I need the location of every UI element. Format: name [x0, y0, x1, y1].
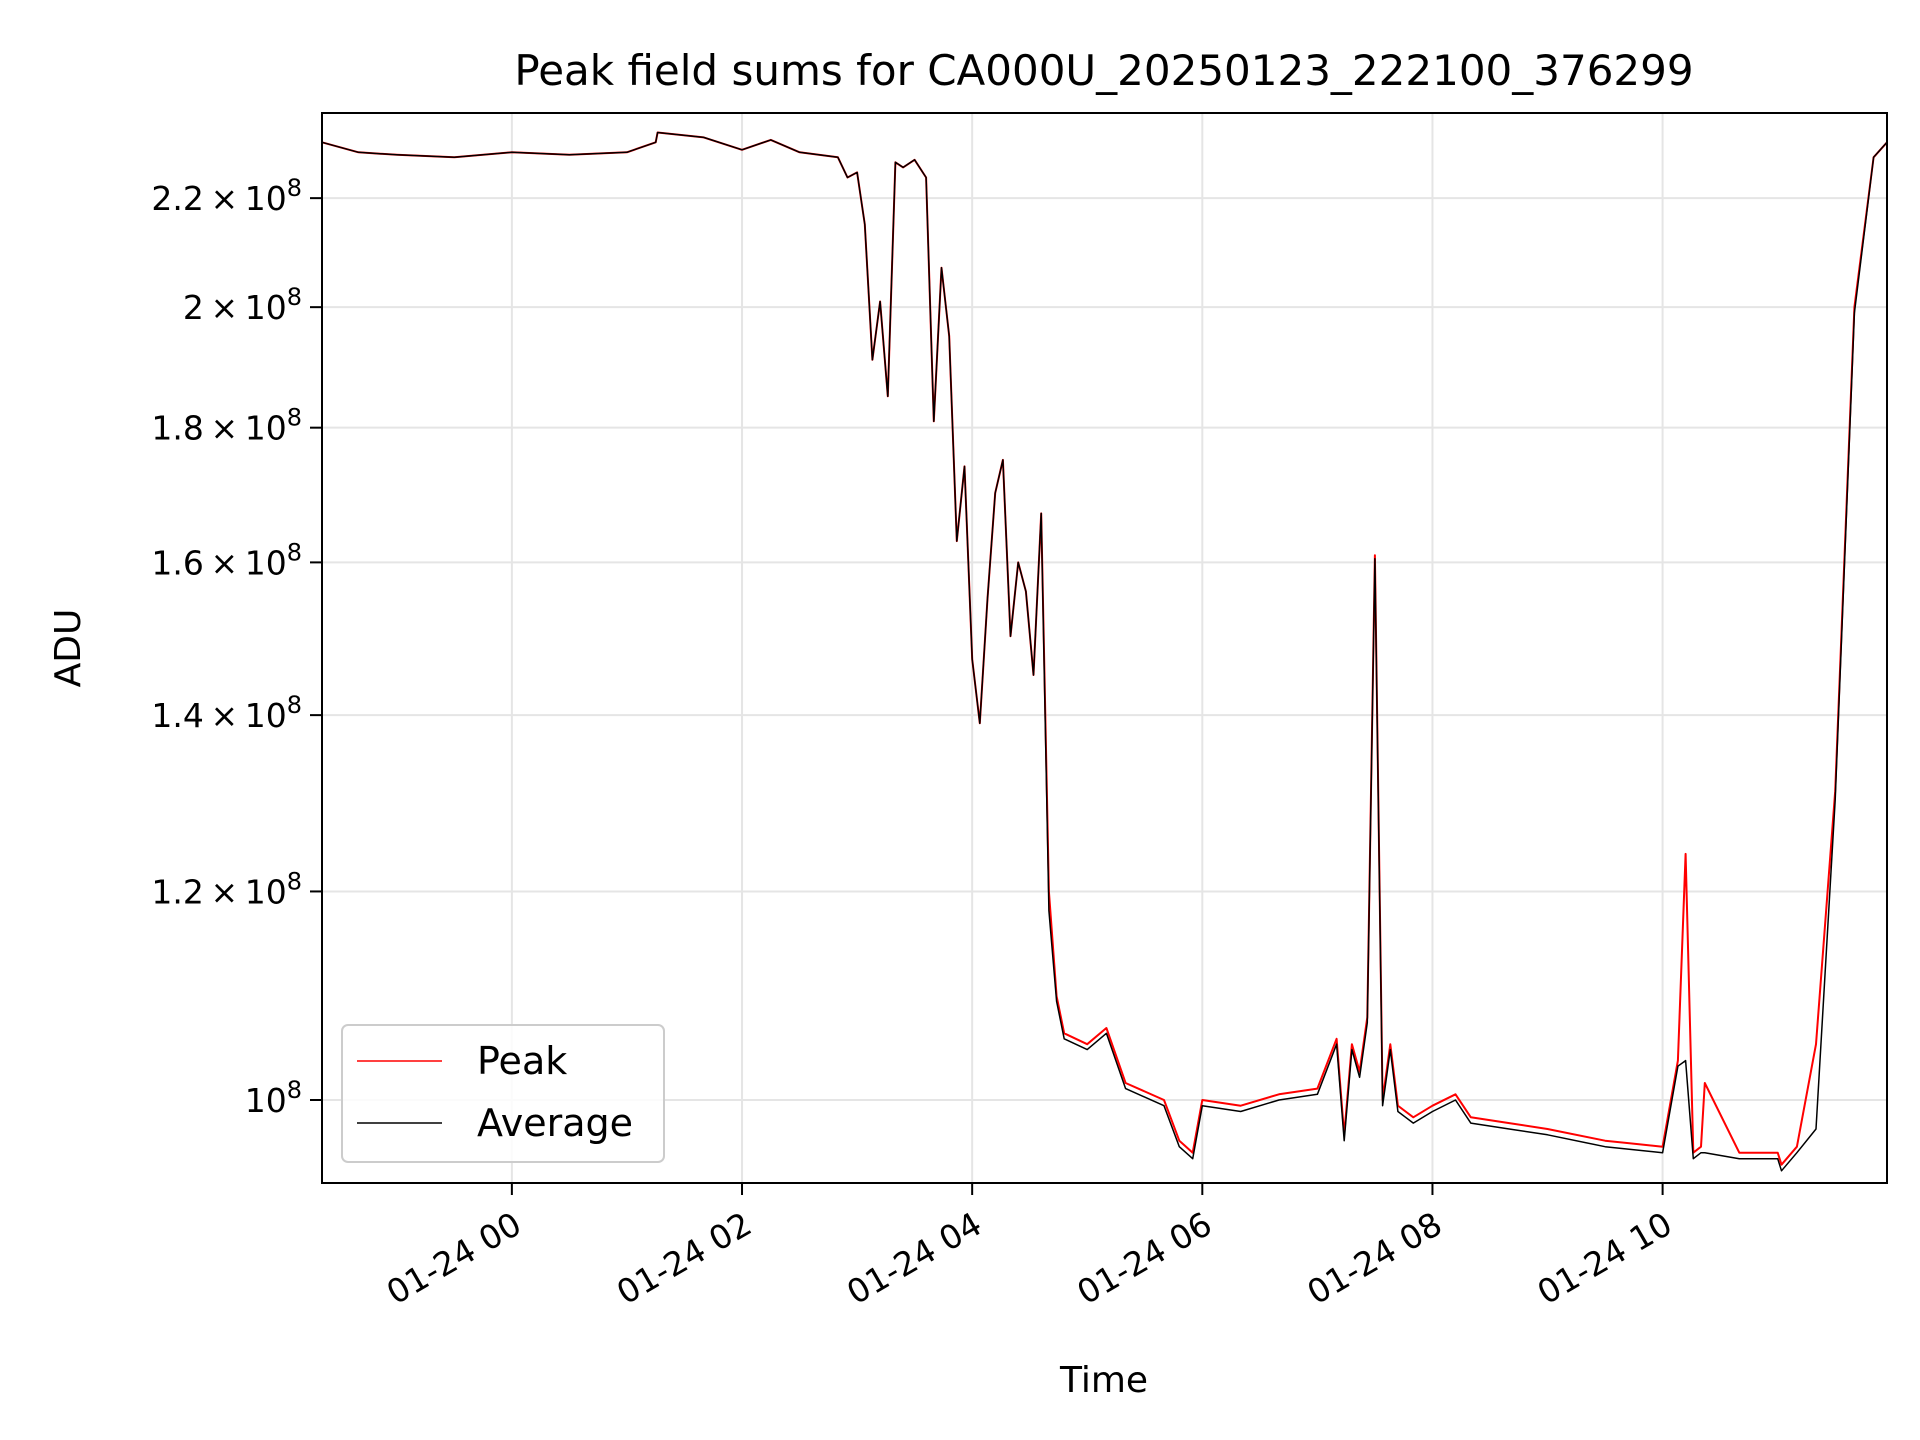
- x-tick-label: 01-24 00: [380, 1204, 528, 1312]
- grid-lines: [322, 113, 1887, 1183]
- y-tick-label: 1.2 × 108: [151, 867, 302, 911]
- y-tick-label: 1.4 × 108: [151, 691, 302, 735]
- series-line-peak: [321, 131, 1888, 1166]
- series-lines: [321, 131, 1888, 1172]
- y-tick-label: 2.2 × 108: [151, 174, 302, 218]
- y-tick-label: 1.6 × 108: [151, 538, 302, 582]
- legend-label-average: Average: [477, 1101, 633, 1145]
- chart-title: Peak field sums for CA000U_20250123_2221…: [514, 46, 1693, 95]
- x-tick-label: 01-24 04: [840, 1204, 988, 1312]
- plot-frame: [321, 112, 1888, 1184]
- x-axis-label: Time: [1059, 1360, 1148, 1401]
- y-tick-label: 1.8 × 108: [151, 404, 302, 448]
- x-tick-label: 01-24 02: [610, 1204, 758, 1312]
- x-tick-label: 01-24 10: [1531, 1204, 1679, 1312]
- series-line-average: [321, 131, 1888, 1172]
- x-axis: 01-24 00 01-24 02 01-24 04 01-24 06 01-24 08…: [380, 1183, 1679, 1312]
- y-tick-label: 108: [245, 1076, 302, 1120]
- legend: Peak Average: [341, 1024, 665, 1163]
- y-axis-label: ADU: [48, 609, 89, 688]
- y-axis: 108 1.2 × 108 1.4 × 108 1.6 × 108 1.8 × 108 2…: [151, 174, 322, 1120]
- legend-label-peak: Peak: [477, 1039, 567, 1083]
- x-tick-label: 01-24 08: [1300, 1204, 1448, 1312]
- y-tick-label: 2 × 108: [183, 283, 302, 327]
- x-tick-label: 01-24 06: [1070, 1204, 1218, 1312]
- legend-box: [341, 1024, 665, 1163]
